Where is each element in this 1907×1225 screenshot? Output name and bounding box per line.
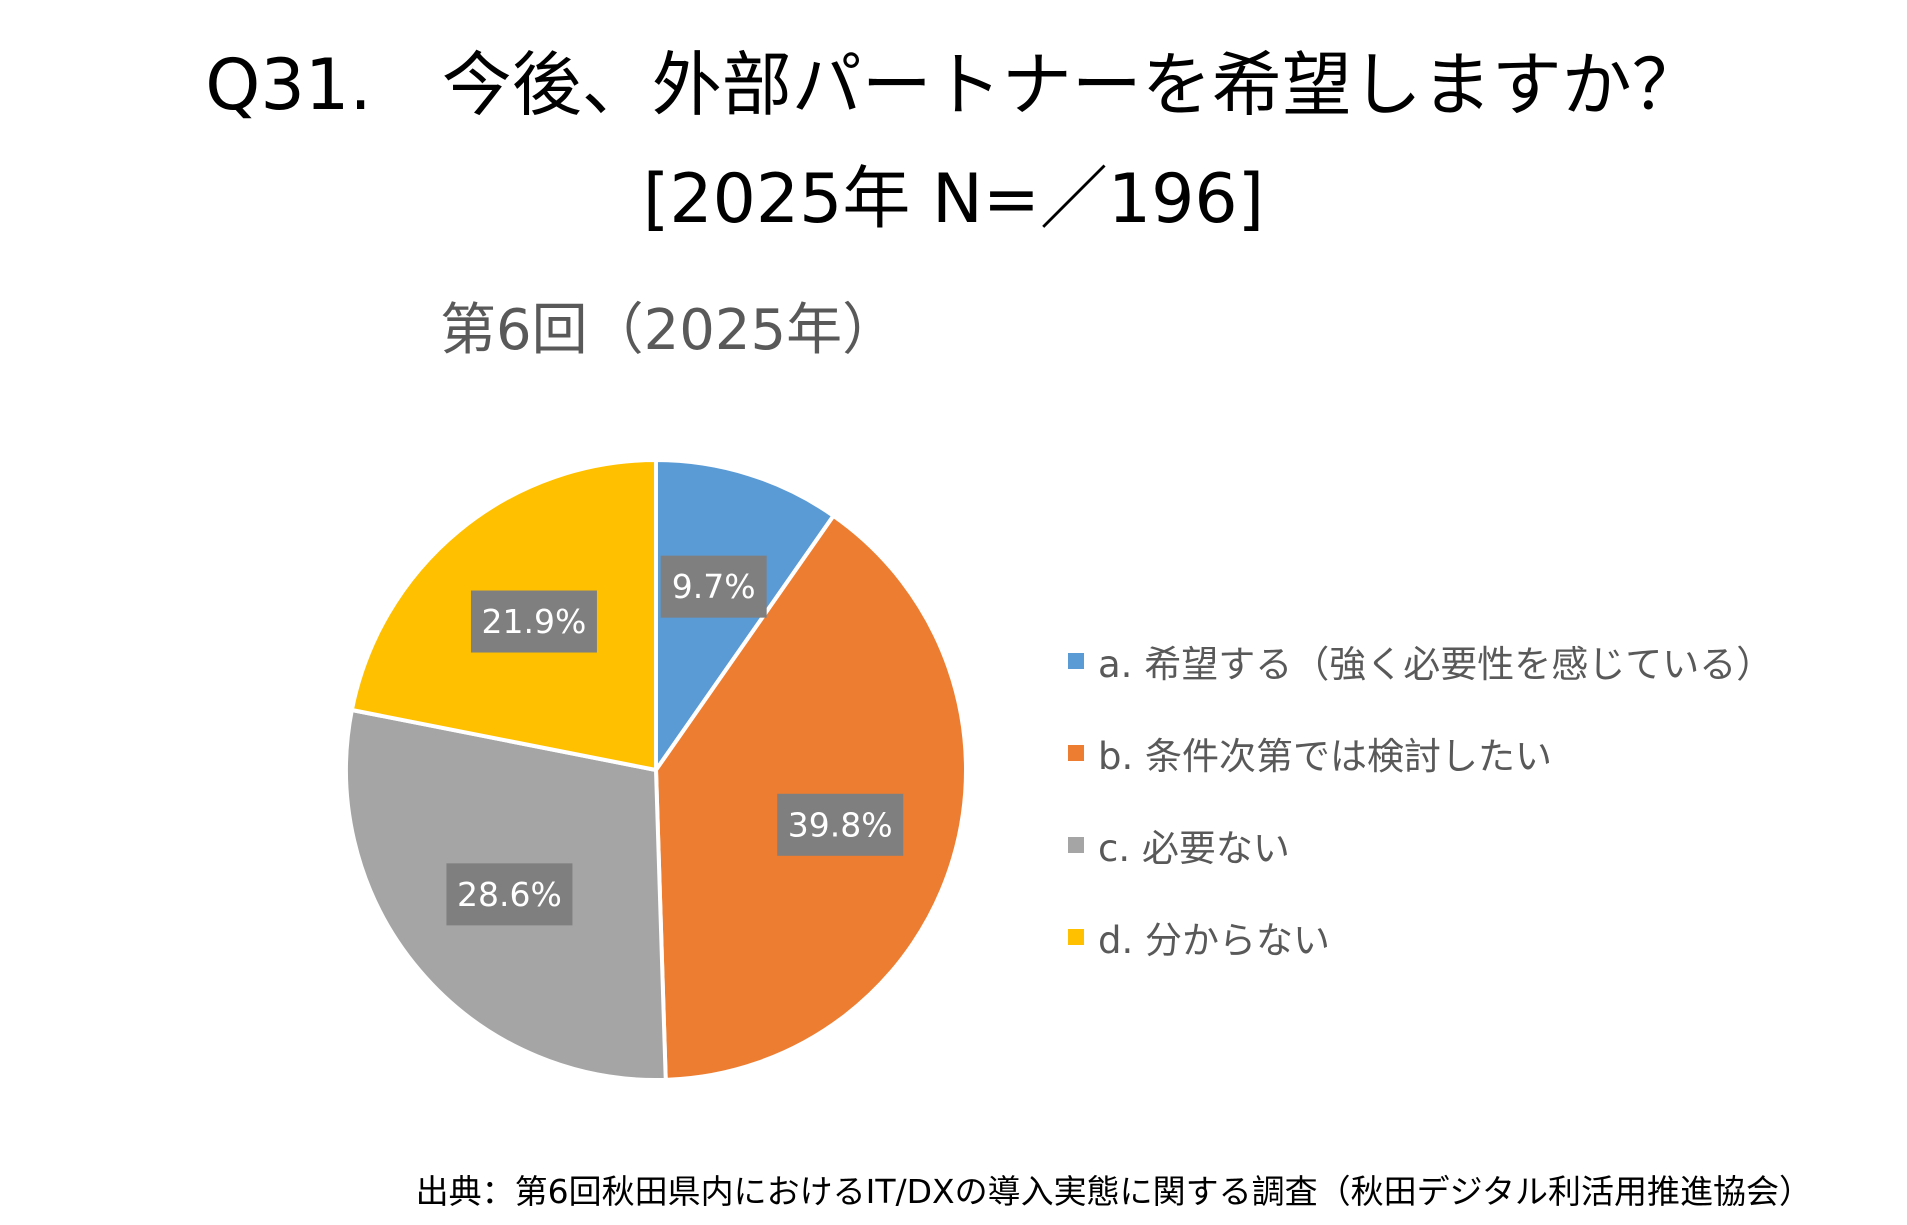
data-label-a: 9.7% (660, 555, 767, 618)
legend-label-a: a. 希望する（強く必要性を感じている） (1098, 643, 1774, 686)
data-label-b: 39.8% (777, 793, 904, 856)
legend-item-c: c. 必要ない (1068, 799, 1773, 891)
chart-title: 第6回（2025年） (440, 298, 899, 363)
svg-text:39.8%: 39.8% (788, 805, 893, 844)
legend-swatch-b (1068, 745, 1084, 761)
source-caption: 出典：第6回秋田県内におけるIT/DXの導入実態に関する調査（秋田デジタル利活用… (415, 1172, 1812, 1211)
chart-legend: a. 希望する（強く必要性を感じている） b. 条件次第では検討したい c. 必要な… (1068, 615, 1773, 983)
legend-swatch-a (1068, 653, 1084, 669)
svg-text:21.9%: 21.9% (482, 602, 587, 641)
svg-text:28.6%: 28.6% (457, 875, 562, 914)
legend-label-c: c. 必要ない (1098, 827, 1290, 870)
legend-swatch-d (1068, 929, 1084, 945)
page-subtitle: [2025年 N=／196] (642, 160, 1265, 239)
legend-swatch-c (1068, 837, 1084, 853)
pie-slices (344, 458, 968, 1082)
svg-text:9.7%: 9.7% (672, 567, 756, 606)
pie-data-labels: 9.7% 39.8% 28.6% 21.9% (446, 555, 904, 926)
legend-item-b: b. 条件次第では検討したい (1068, 707, 1773, 799)
legend-label-d: d. 分からない (1098, 919, 1331, 962)
data-label-d: 21.9% (470, 590, 597, 653)
legend-item-a: a. 希望する（強く必要性を感じている） (1068, 615, 1773, 707)
legend-label-b: b. 条件次第では検討したい (1098, 735, 1553, 778)
page-title: Q31. 今後、外部パートナーを希望しますか？ (205, 44, 1702, 126)
legend-item-d: d. 分からない (1068, 891, 1773, 983)
data-label-c: 28.6% (446, 863, 573, 926)
